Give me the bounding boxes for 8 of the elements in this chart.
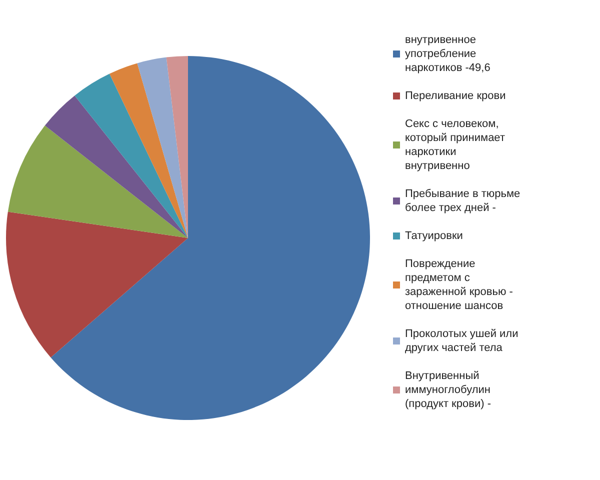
legend-label: Повреждение предметом с зараженной кровью - отношение шансов xyxy=(405,258,516,312)
legend-label: внутривенное употребление наркотиков -49,6 xyxy=(405,34,490,74)
legend-label: Проколотых ушей или других частей тела xyxy=(405,328,522,354)
legend-label: Внутривенный иммуноглобулин (продукт крови) - xyxy=(405,370,494,410)
legend-label: Переливание крови xyxy=(405,90,506,102)
legend-label: Секс с человеком, который принимает наркотики внутривенно xyxy=(405,118,508,172)
legend-label: Татуировки xyxy=(405,230,463,242)
legend-label: Пребывание в тюрьме более трех дней - xyxy=(405,188,524,214)
